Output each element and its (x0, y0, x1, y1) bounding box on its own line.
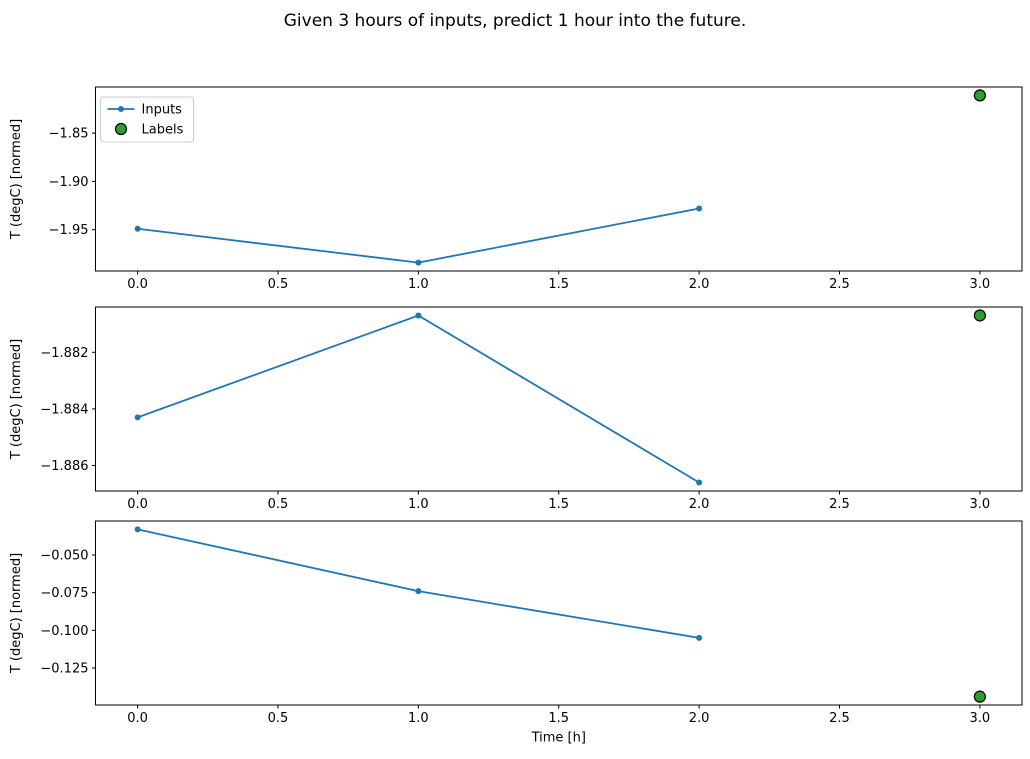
y-tick-label: −1.882 (40, 346, 88, 361)
subplot-3: 0.0 0.5 1.0 1.5 2.0 2.5 3.0 −0.050 −0.075 −0.100 −… (9, 520, 1023, 746)
inputs-marker (134, 225, 141, 232)
x-tick-label: 2.5 (829, 711, 850, 726)
legend-inputs-label: Inputs (142, 103, 183, 118)
inputs-marker (415, 588, 422, 595)
y-tick-label: −1.95 (49, 223, 89, 238)
axes-frame (95, 520, 1023, 706)
y-tick-label: −1.90 (49, 175, 89, 190)
y-axis-label: T (degC) [normed] (9, 119, 24, 240)
x-tick-label: 0.5 (268, 711, 289, 726)
subplot-1: 0.0 0.5 1.0 1.5 2.0 2.5 3.0 −1.85 −1.90 −1.95 T (d… (9, 86, 1023, 292)
x-tick-label: 0.5 (268, 497, 289, 512)
x-tick-label: 0.5 (268, 277, 289, 292)
inputs-marker (696, 634, 703, 641)
x-tick-label: 1.0 (408, 497, 429, 512)
x-tick-label: 2.5 (829, 497, 850, 512)
labels-point (973, 690, 986, 703)
x-tick-label: 3.0 (970, 497, 991, 512)
y-tick-label: −0.125 (40, 662, 88, 677)
x-tick-label: 2.0 (689, 711, 710, 726)
inputs-marker (696, 205, 703, 212)
legend-labels-label: Labels (142, 123, 184, 138)
inputs-marker (415, 259, 422, 266)
x-tick-label: 0.0 (127, 497, 148, 512)
inputs-line (137, 314, 700, 484)
inputs-marker (415, 312, 422, 319)
x-tick-label: 3.0 (970, 711, 991, 726)
x-tick-label: 1.0 (408, 277, 429, 292)
figure-title: Given 3 hours of inputs, predict 1 hour … (283, 11, 747, 31)
labels-point (973, 89, 986, 102)
y-axis-label: T (degC) [normed] (9, 553, 24, 674)
x-tick-label: 1.5 (548, 277, 569, 292)
inputs-line (137, 207, 700, 264)
y-tick-label: −0.075 (40, 586, 88, 601)
inputs-marker (696, 479, 703, 486)
labels-point (973, 309, 986, 322)
legend-inputs-marker-icon (118, 106, 124, 112)
x-tick-label: 2.5 (829, 277, 850, 292)
y-tick-label: −1.85 (49, 127, 89, 142)
subplot-2: 0.0 0.5 1.0 1.5 2.0 2.5 3.0 −1.882 −1.884 −1.886 T… (9, 306, 1023, 512)
x-tick-label: 2.0 (689, 277, 710, 292)
axes-frame (95, 86, 1023, 272)
inputs-line (137, 528, 700, 639)
x-tick-label: 1.5 (548, 711, 569, 726)
x-tick-label: 1.5 (548, 497, 569, 512)
x-tick-label: 0.0 (127, 711, 148, 726)
x-tick-label: 0.0 (127, 277, 148, 292)
inputs-marker (134, 526, 141, 533)
legend: Inputs Labels (100, 96, 194, 143)
x-axis-label: Time [h] (531, 731, 586, 746)
y-tick-label: −1.886 (40, 459, 88, 474)
x-tick-label: 2.0 (689, 497, 710, 512)
y-tick-label: −0.100 (40, 624, 88, 639)
y-tick-label: −0.050 (40, 548, 88, 563)
legend-labels-marker-icon (114, 122, 128, 136)
inputs-marker (134, 414, 141, 421)
y-tick-label: −1.884 (40, 402, 88, 417)
x-tick-label: 1.0 (408, 711, 429, 726)
x-tick-label: 3.0 (970, 277, 991, 292)
y-axis-label: T (degC) [normed] (9, 339, 24, 460)
